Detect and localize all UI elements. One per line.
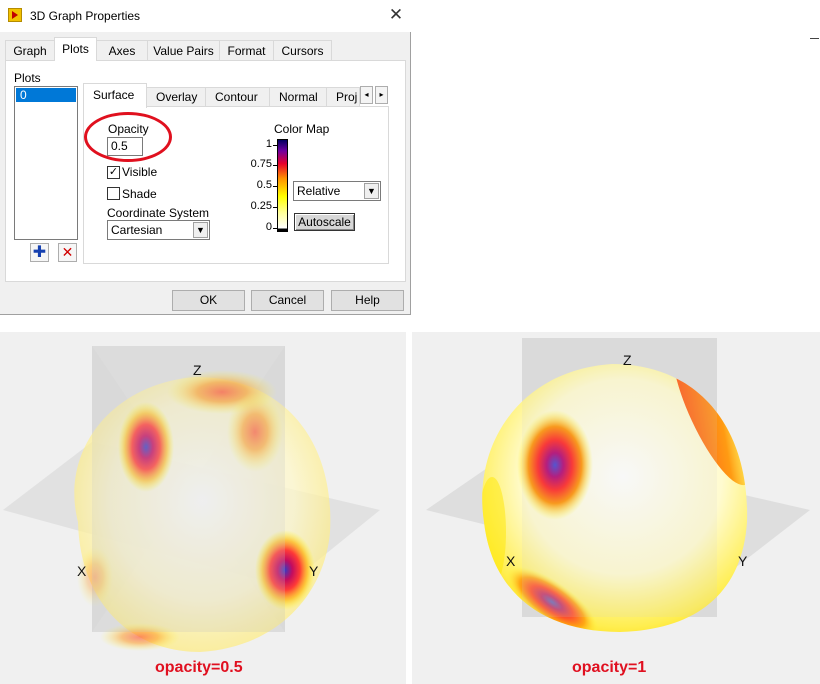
tab-cursors[interactable]: Cursors	[273, 40, 332, 60]
tab-format[interactable]: Format	[219, 40, 274, 60]
graph-panel-opaque: Z X Y opacity=1	[412, 332, 820, 684]
color-map-label: Color Map	[274, 122, 330, 136]
coordinate-system-select[interactable]: Cartesian ▼	[107, 220, 210, 240]
tab-value-pairs[interactable]: Value Pairs	[147, 40, 220, 60]
visible-checkbox[interactable]: ✓	[107, 166, 120, 179]
color-mode-value: Relative	[297, 184, 341, 198]
color-map-tick: 0.5	[256, 179, 272, 191]
cancel-button[interactable]: Cancel	[251, 290, 324, 311]
graph-panel-transparent: Z X Y opacity=0.5	[0, 332, 406, 684]
color-mode-select[interactable]: Relative ▼	[293, 181, 381, 201]
delete-icon: ✕	[61, 244, 74, 260]
color-map-tick: 1	[265, 138, 272, 150]
color-map-tick: 0	[265, 221, 272, 233]
tab-surface[interactable]: Surface	[83, 83, 147, 108]
tab-proj[interactable]: Proj	[326, 87, 360, 107]
color-map-tick: 0.75	[250, 158, 272, 170]
tab-normal[interactable]: Normal	[269, 87, 327, 107]
delete-plot-button[interactable]: ✕	[58, 243, 77, 262]
x-axis-label: X	[506, 553, 516, 569]
tick-mark	[273, 165, 277, 166]
shade-label: Shade	[122, 187, 157, 201]
surface-plot-transparent[interactable]	[0, 332, 406, 684]
visible-label: Visible	[122, 165, 158, 179]
caption-opacity-half: opacity=0.5	[155, 659, 243, 676]
color-map-ramp[interactable]	[277, 139, 288, 232]
chevron-down-icon: ▼	[193, 222, 208, 238]
dialog-title: 3D Graph Properties	[30, 9, 141, 23]
tab-scroll-right-icon[interactable]: ▸	[375, 86, 388, 104]
graph-properties-dialog: 3D Graph Properties ✕ Graph Plots Axes V…	[0, 0, 411, 315]
y-axis-label: Y	[738, 553, 748, 569]
title-bar: 3D Graph Properties ✕	[0, 0, 411, 32]
coordinate-system-value: Cartesian	[111, 223, 163, 237]
plots-label: Plots	[14, 71, 41, 85]
x-axis-label: X	[77, 563, 87, 579]
plots-list[interactable]: 0	[14, 86, 78, 240]
close-icon[interactable]: ✕	[388, 5, 404, 24]
plus-icon: ✚	[32, 244, 47, 261]
tab-graph[interactable]: Graph	[5, 40, 55, 60]
tick-mark	[273, 145, 277, 146]
tab-overlay[interactable]: Overlay	[146, 87, 206, 107]
highlight-ellipse	[84, 112, 172, 162]
tab-scroll-left-icon[interactable]: ◂	[360, 86, 373, 104]
shade-checkbox[interactable]	[107, 187, 120, 200]
tick-mark	[273, 228, 277, 229]
ok-button[interactable]: OK	[172, 290, 245, 311]
autoscale-button[interactable]: Autoscale	[294, 213, 355, 231]
divider	[810, 38, 819, 39]
color-map-tick: 0.25	[250, 200, 272, 212]
chevron-down-icon: ▼	[364, 183, 379, 199]
surface-plot-opaque[interactable]	[412, 332, 820, 684]
app-icon	[8, 8, 22, 22]
z-axis-label: Z	[623, 352, 632, 368]
tab-contour[interactable]: Contour	[205, 87, 270, 107]
y-axis-label: Y	[309, 563, 319, 579]
list-item[interactable]: 0	[16, 88, 76, 102]
help-button[interactable]: Help	[331, 290, 404, 311]
tick-mark	[273, 186, 277, 187]
coordinate-system-label: Coordinate System	[107, 206, 210, 220]
caption-opacity-one: opacity=1	[572, 659, 647, 676]
add-plot-button[interactable]: ✚	[30, 243, 49, 262]
tick-mark	[273, 207, 277, 208]
tab-axes[interactable]: Axes	[96, 40, 148, 60]
z-axis-label: Z	[193, 362, 202, 378]
tab-plots[interactable]: Plots	[54, 37, 97, 61]
